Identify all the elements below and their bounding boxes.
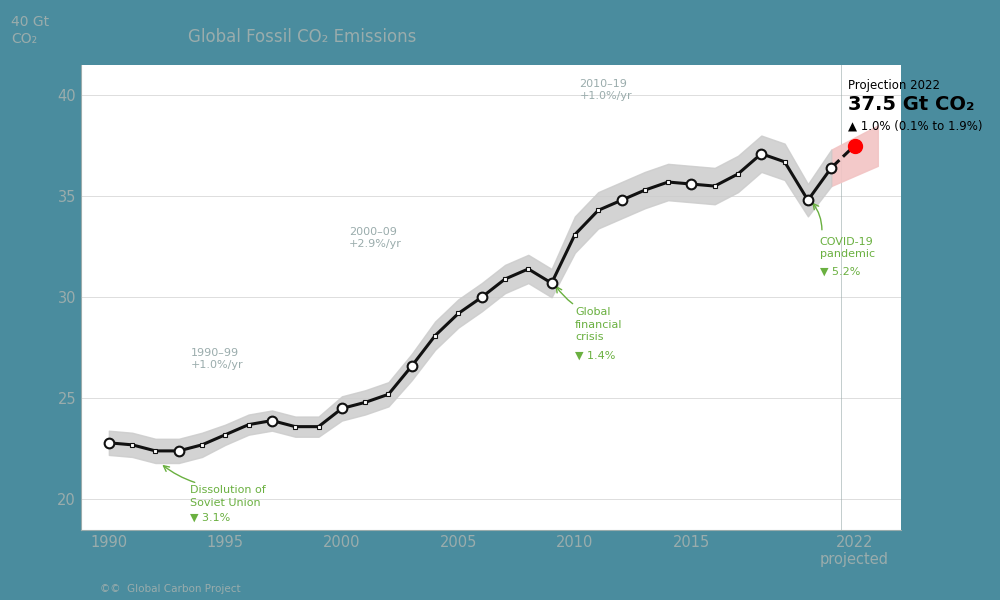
Text: 37.5 Gt CO₂: 37.5 Gt CO₂ (848, 95, 974, 114)
Text: ▼ 3.1%: ▼ 3.1% (190, 512, 231, 523)
Text: ©©  Global Carbon Project: ©© Global Carbon Project (100, 584, 241, 594)
Text: Global Fossil CO₂ Emissions: Global Fossil CO₂ Emissions (188, 28, 416, 46)
Text: 40 Gt
CO₂: 40 Gt CO₂ (11, 15, 49, 46)
Text: COVID-19
pandemic: COVID-19 pandemic (820, 236, 875, 259)
Text: 2010–19
+1.0%/yr: 2010–19 +1.0%/yr (580, 79, 632, 101)
Text: 1990–99
+1.0%/yr: 1990–99 +1.0%/yr (190, 348, 243, 370)
Text: Projection 2022: Projection 2022 (848, 79, 940, 92)
Text: ▼ 1.4%: ▼ 1.4% (575, 351, 615, 361)
Text: ▼ 5.2%: ▼ 5.2% (820, 267, 860, 277)
Text: Dissolution of
Soviet Union: Dissolution of Soviet Union (190, 485, 266, 508)
Text: 2000–09
+2.9%/yr: 2000–09 +2.9%/yr (349, 227, 402, 249)
Text: Global
financial
crisis: Global financial crisis (575, 307, 622, 342)
Text: ▲ 1.0% (0.1% to 1.9%): ▲ 1.0% (0.1% to 1.9%) (848, 119, 982, 133)
